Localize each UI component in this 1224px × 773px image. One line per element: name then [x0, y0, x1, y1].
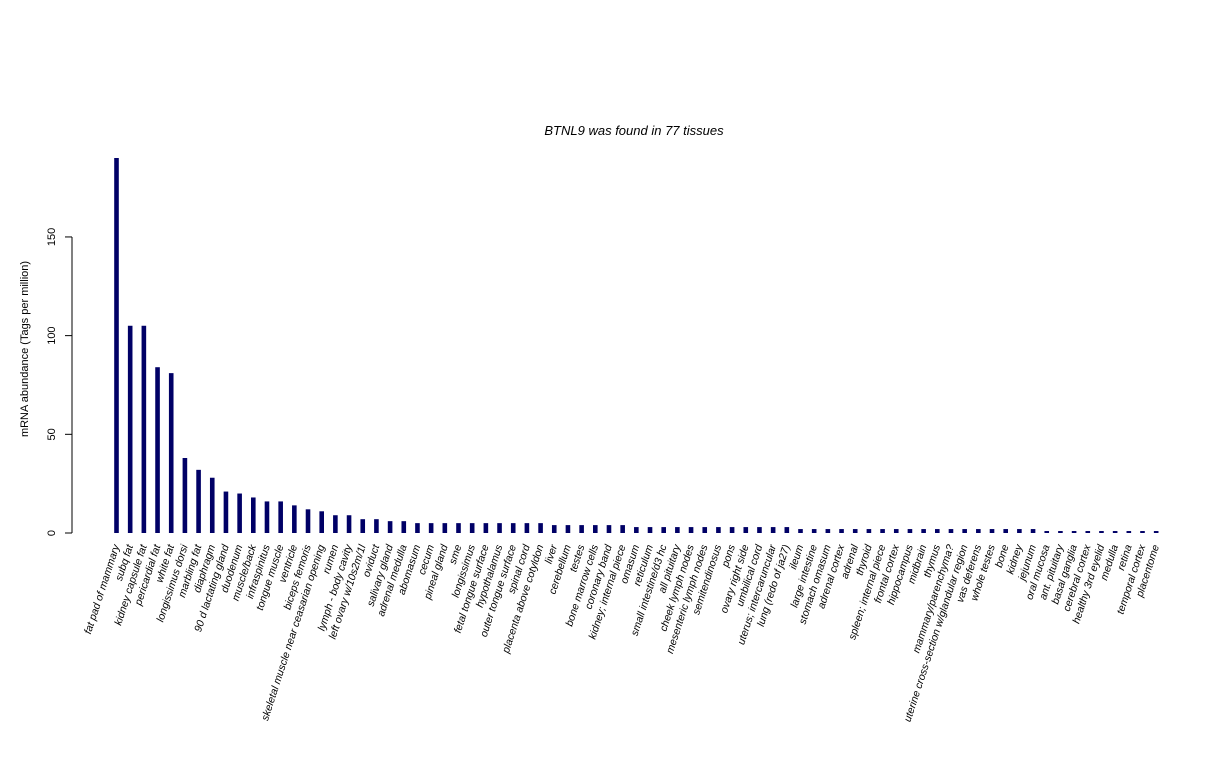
bar [743, 527, 749, 533]
bar [661, 527, 666, 533]
bar [1126, 531, 1132, 533]
bar [1140, 531, 1145, 533]
x-tick-label: liver [543, 543, 561, 565]
bar [292, 505, 297, 533]
bar [784, 527, 790, 533]
bar [209, 477, 215, 533]
bar [620, 525, 625, 533]
bar [893, 529, 899, 533]
chart-title: BTNL9 was found in 77 tissues [544, 123, 724, 138]
bar [770, 527, 776, 533]
bar [880, 529, 885, 533]
bar [196, 469, 201, 533]
bar [223, 491, 229, 533]
bar [428, 523, 434, 533]
bar [251, 497, 256, 533]
bar [729, 527, 735, 533]
bar [278, 501, 283, 533]
bar [647, 527, 653, 533]
bar [510, 523, 516, 533]
bar [319, 511, 324, 533]
bar [374, 519, 379, 533]
bar [811, 529, 817, 533]
bar [168, 373, 174, 533]
bar [634, 527, 639, 533]
bar [524, 523, 530, 533]
y-axis-label: mRNA abundance (Tags per million) [19, 261, 31, 437]
bar [907, 529, 913, 533]
bar [483, 523, 489, 533]
bar [976, 529, 981, 533]
bar [935, 529, 940, 533]
bar [387, 521, 393, 533]
bar [579, 525, 584, 533]
bar [757, 527, 762, 533]
bar [1044, 531, 1050, 533]
bar [825, 529, 831, 533]
bar [264, 501, 270, 533]
y-tick-label: 150 [46, 228, 58, 246]
bar [675, 527, 680, 533]
bar [702, 527, 708, 533]
bar [593, 525, 598, 533]
bar [114, 158, 119, 533]
bar [182, 458, 188, 533]
bar [688, 527, 694, 533]
bar [538, 523, 543, 533]
bar [401, 521, 407, 533]
bar [237, 493, 242, 533]
bar [798, 529, 803, 533]
bar [333, 515, 338, 533]
bar [565, 525, 571, 533]
bar [346, 515, 352, 533]
bar [551, 525, 557, 533]
bar [1071, 531, 1077, 533]
bar [456, 523, 461, 533]
bar [962, 529, 967, 533]
bar [469, 523, 475, 533]
bar [1003, 529, 1008, 533]
bar [305, 509, 311, 533]
bar [839, 529, 844, 533]
bar [852, 529, 858, 533]
bar [716, 527, 721, 533]
y-tick-label: 0 [46, 530, 58, 536]
bar [415, 523, 420, 533]
bar [948, 529, 954, 533]
bar [1099, 531, 1104, 533]
bar [127, 325, 133, 533]
bar [155, 367, 160, 533]
bar [497, 523, 502, 533]
bar [1017, 529, 1022, 533]
bar [1058, 531, 1063, 533]
y-tick-label: 100 [46, 326, 58, 344]
bar [1085, 531, 1091, 533]
bar [921, 529, 926, 533]
bar [1030, 529, 1036, 533]
y-tick-label: 50 [46, 428, 58, 440]
y-axis: 0 50 100 150 [46, 228, 73, 536]
bar [1153, 531, 1159, 533]
bars-group [114, 158, 1159, 533]
bar [360, 519, 366, 533]
x-tick-label: sme [447, 543, 465, 566]
bar [442, 523, 448, 533]
bar [989, 529, 995, 533]
bar [606, 525, 612, 533]
bar [141, 325, 147, 533]
bar [1112, 531, 1118, 533]
bar [866, 529, 872, 533]
